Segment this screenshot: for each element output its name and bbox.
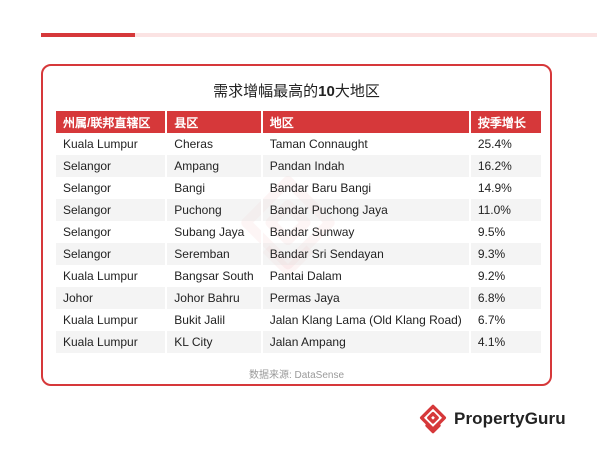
table-row: Selangor Subang Jaya Bandar Sunway 9.5% (56, 221, 541, 243)
cell-growth: 11.0% (468, 199, 541, 221)
cell-district: Cheras (165, 133, 262, 155)
cell-district: Seremban (165, 243, 262, 265)
table-card: 需求增幅最高的10大地区 州属/联邦直辖区 县区 地区 按季增长 Kuala L… (41, 64, 552, 386)
cell-area: Pandan Indah (260, 155, 470, 177)
table-row: Kuala Lumpur KL City Jalan Ampang 4.1% (56, 331, 541, 353)
cell-state: Selangor (56, 221, 167, 243)
top-accent-bar-light (135, 33, 597, 37)
table-row: Johor Johor Bahru Permas Jaya 6.8% (56, 287, 541, 309)
cell-district: Bangi (165, 177, 262, 199)
cell-growth: 9.3% (468, 243, 541, 265)
logo-text: PropertyGuru (454, 409, 566, 428)
cell-area: Bandar Sunway (260, 221, 470, 243)
cell-district: KL City (165, 331, 262, 353)
cell-area: Bandar Baru Bangi (260, 177, 470, 199)
cell-area: Taman Connaught (260, 133, 470, 155)
cell-state: Kuala Lumpur (56, 265, 167, 287)
table-row: Selangor Puchong Bandar Puchong Jaya 11.… (56, 199, 541, 221)
cell-state: Kuala Lumpur (56, 331, 167, 353)
title-number: 10 (318, 83, 335, 100)
cell-area: Permas Jaya (260, 287, 470, 309)
card-title: 需求增幅最高的10大地区 (43, 80, 550, 101)
cell-district: Subang Jaya (165, 221, 262, 243)
header-area: 地区 (260, 111, 470, 133)
cell-state: Kuala Lumpur (56, 309, 167, 331)
cell-growth: 6.7% (468, 309, 541, 331)
cell-district: Bangsar South (165, 265, 262, 287)
cell-state: Selangor (56, 199, 167, 221)
title-prefix: 需求增幅最高的 (213, 83, 319, 100)
cell-area: Pantai Dalam (260, 265, 470, 287)
table-row: Kuala Lumpur Bukit Jalil Jalan Klang Lam… (56, 309, 541, 331)
cell-growth: 16.2% (468, 155, 541, 177)
cell-area: Jalan Klang Lama (Old Klang Road) (260, 309, 470, 331)
top-accent-bar (41, 33, 597, 37)
table-header-row: 州属/联邦直辖区 县区 地区 按季增长 (56, 111, 541, 133)
cell-state: Kuala Lumpur (56, 133, 167, 155)
cell-state: Selangor (56, 243, 167, 265)
cell-growth: 4.1% (468, 331, 541, 353)
cell-area: Jalan Ampang (260, 331, 470, 353)
cell-district: Bukit Jalil (165, 309, 262, 331)
source-note: 数据来源: DataSense (248, 370, 345, 381)
propertyguru-logo: PropertyGuru (418, 404, 566, 434)
demand-table: 州属/联邦直辖区 县区 地区 按季增长 Kuala Lumpur Cheras … (56, 111, 541, 353)
cell-state: Selangor (56, 177, 167, 199)
cell-area: Bandar Sri Sendayan (260, 243, 470, 265)
cell-area: Bandar Puchong Jaya (260, 199, 470, 221)
header-district: 县区 (165, 111, 262, 133)
header-state: 州属/联邦直辖区 (56, 111, 167, 133)
table-row: Kuala Lumpur Cheras Taman Connaught 25.4… (56, 133, 541, 155)
table-row: Kuala Lumpur Bangsar South Pantai Dalam … (56, 265, 541, 287)
cell-growth: 6.8% (468, 287, 541, 309)
cell-district: Ampang (165, 155, 262, 177)
header-growth: 按季增长 (468, 111, 541, 133)
cell-district: Puchong (165, 199, 262, 221)
title-suffix: 大地区 (334, 83, 380, 100)
table-row: Selangor Ampang Pandan Indah 16.2% (56, 155, 541, 177)
cell-growth: 9.5% (468, 221, 541, 243)
cell-state: Selangor (56, 155, 167, 177)
table-row: Selangor Bangi Bandar Baru Bangi 14.9% (56, 177, 541, 199)
cell-growth: 9.2% (468, 265, 541, 287)
cell-state: Johor (56, 287, 167, 309)
cell-growth: 25.4% (468, 133, 541, 155)
top-accent-bar-red (41, 33, 135, 37)
table-row: Selangor Seremban Bandar Sri Sendayan 9.… (56, 243, 541, 265)
cell-district: Johor Bahru (165, 287, 262, 309)
propertyguru-logo-icon (419, 404, 447, 434)
cell-growth: 14.9% (468, 177, 541, 199)
